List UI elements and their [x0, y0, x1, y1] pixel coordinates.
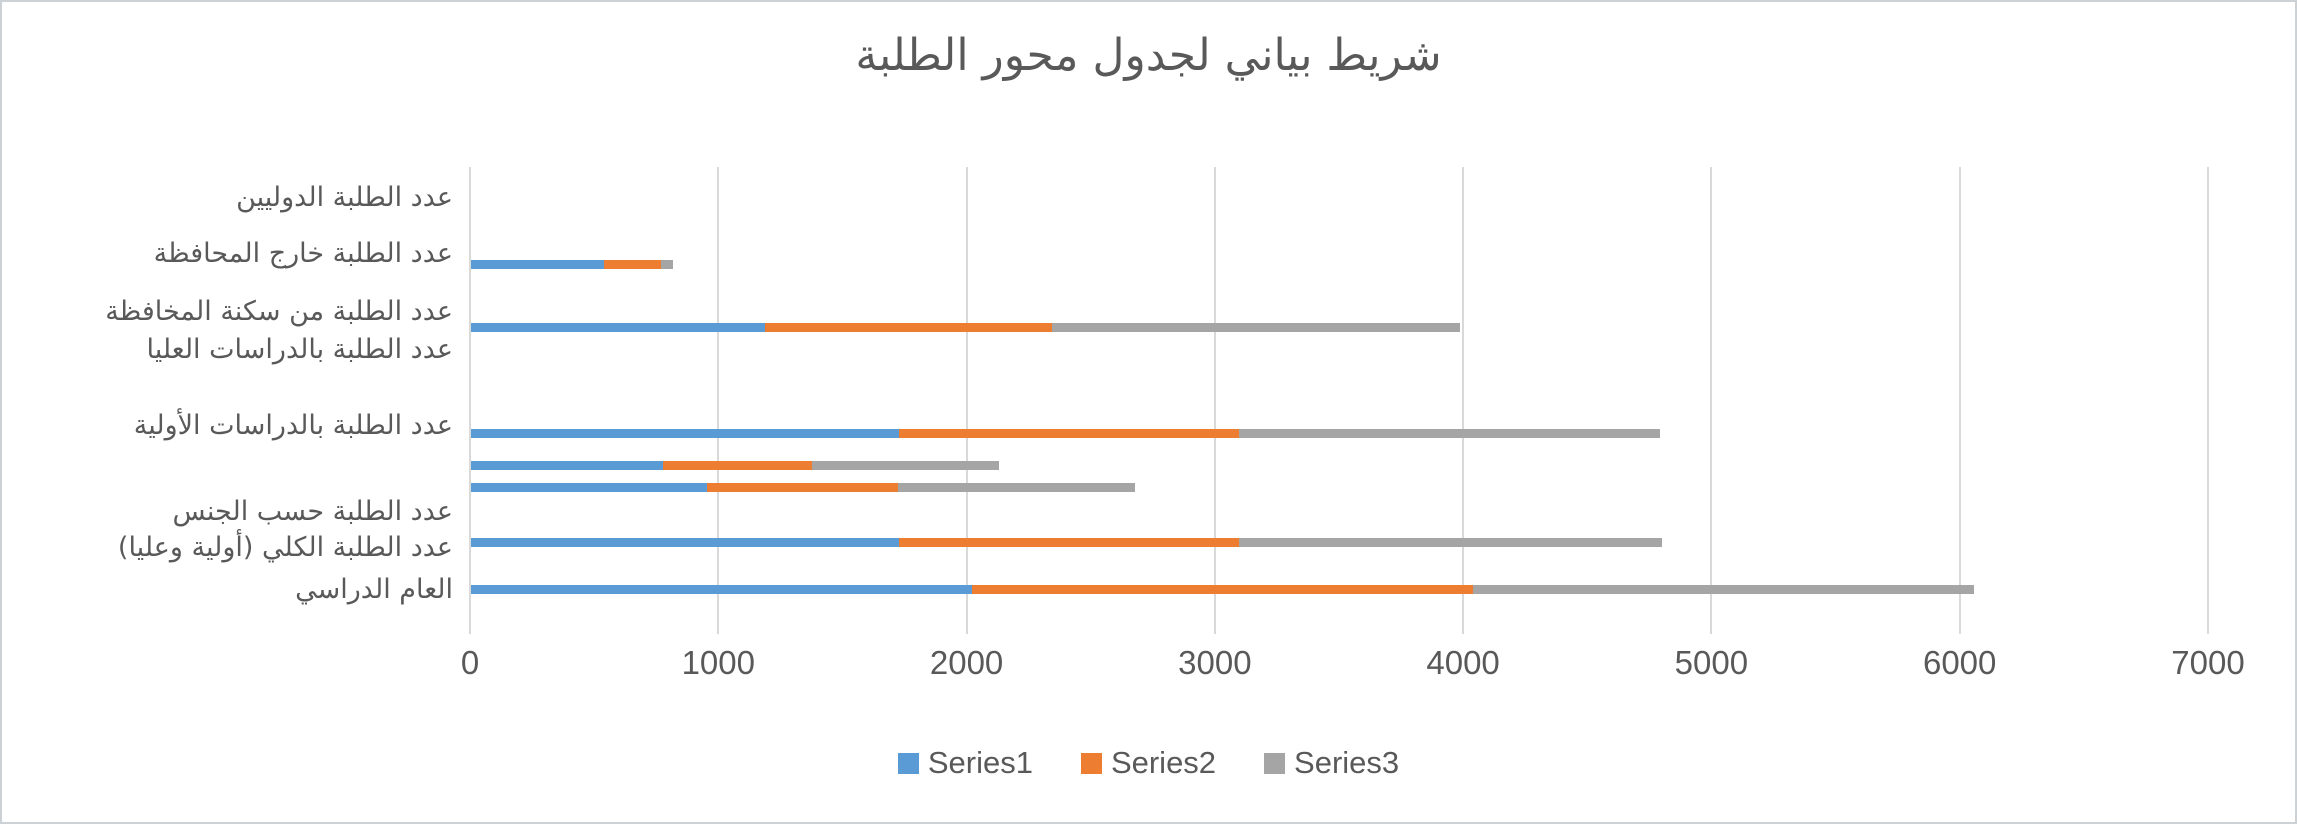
- bar-segment-series2[interactable]: [765, 322, 1052, 332]
- category-label: عدد الطلبة بالدراسات العليا: [146, 334, 453, 366]
- gridline: [717, 167, 720, 634]
- bar-segment-series1[interactable]: [471, 584, 972, 594]
- bar-segment-series2[interactable]: [899, 538, 1240, 547]
- bar-row: [471, 259, 674, 269]
- category-label: عدد الطلبة خارج المحافظة: [153, 237, 453, 269]
- bar-segment-series2[interactable]: [899, 428, 1240, 438]
- bar-segment-series1[interactable]: [471, 322, 766, 332]
- bar-row: [471, 483, 1136, 493]
- gridline: [2207, 167, 2209, 634]
- legend-swatch-icon: [1264, 752, 1286, 774]
- bar-segment-series2[interactable]: [663, 461, 813, 471]
- legend-item-series3[interactable]: Series3: [1264, 745, 1399, 781]
- category-label: عدد الطلبة بالدراسات الأولية: [133, 409, 453, 441]
- category-label: العام الدراسي: [295, 574, 453, 606]
- bar-segment-series1[interactable]: [471, 538, 900, 547]
- legend: Series1 Series2 Series3: [2, 740, 2295, 786]
- x-tick-label: 0: [460, 644, 480, 681]
- bar-segment-series3[interactable]: [1239, 538, 1662, 547]
- legend-swatch-icon: [897, 752, 919, 774]
- bar-segment-series2[interactable]: [971, 584, 1473, 594]
- bar-row: [471, 322, 1461, 332]
- gridline: [1710, 167, 1713, 634]
- category-label: عدد الطلبة من سكنة المخافظة: [105, 295, 453, 327]
- x-tick-label: 4000: [1426, 644, 1500, 681]
- gridline: [1213, 167, 1216, 634]
- bar-segment-series3[interactable]: [898, 483, 1136, 493]
- x-tick-label: 1000: [681, 644, 755, 681]
- bar-row: [471, 461, 999, 471]
- category-label: عدد الطلبة حسب الجنس: [172, 496, 453, 528]
- bar-row: [471, 538, 1662, 547]
- bar-segment-series3[interactable]: [812, 461, 999, 471]
- gridline: [965, 167, 968, 634]
- bar-segment-series3[interactable]: [1472, 584, 1975, 594]
- x-tick-label: 3000: [1178, 644, 1252, 681]
- bar-segment-series3[interactable]: [1051, 322, 1461, 332]
- gridline: [1462, 167, 1465, 634]
- x-tick-label: 2000: [929, 644, 1004, 681]
- bar-row: [471, 584, 1975, 594]
- bar-segment-series1[interactable]: [471, 259, 604, 269]
- legend-label: Series1: [927, 745, 1033, 780]
- x-tick-label: 5000: [1674, 644, 1749, 681]
- gridline: [1958, 167, 1961, 634]
- bar-segment-series3[interactable]: [660, 259, 674, 269]
- bar-segment-series3[interactable]: [1239, 428, 1661, 438]
- category-label: عدد الطلبة الكلي (أولية وعليا): [117, 532, 453, 564]
- chart-title[interactable]: شريط بياني لجدول محور الطلبة: [855, 30, 1442, 81]
- legend-item-series1[interactable]: Series1: [897, 745, 1033, 781]
- legend-label: Series2: [1110, 745, 1217, 780]
- x-tick-label: 6000: [1922, 644, 1997, 681]
- bar-row: [471, 428, 1661, 438]
- bar-segment-series1[interactable]: [471, 483, 707, 493]
- bar-segment-series2[interactable]: [706, 483, 899, 493]
- bar-segment-series1[interactable]: [471, 461, 664, 471]
- gridline: [469, 167, 471, 634]
- bar-segment-series1[interactable]: [471, 428, 900, 438]
- x-tick-label: 7000: [2171, 644, 2245, 681]
- bar-segment-series2[interactable]: [603, 259, 661, 269]
- legend-label: Series3: [1294, 745, 1400, 780]
- category-label: عدد الطلبة الدوليين: [236, 181, 453, 213]
- legend-item-series2[interactable]: Series2: [1080, 745, 1217, 781]
- legend-swatch-icon: [1080, 752, 1102, 774]
